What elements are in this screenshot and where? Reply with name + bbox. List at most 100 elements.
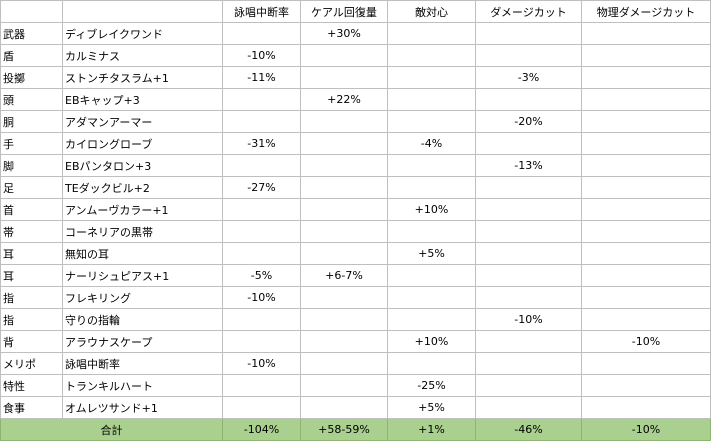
spell-interrupt-cell[interactable] — [222, 330, 301, 353]
spell-interrupt-cell[interactable]: -11% — [222, 66, 301, 89]
physical-damage-taken-cell[interactable] — [581, 374, 711, 397]
item-cell[interactable]: EBキャップ+3 — [62, 88, 223, 111]
enmity-cell[interactable] — [387, 176, 476, 199]
item-cell[interactable]: アンムーヴカラー+1 — [62, 198, 223, 221]
slot-cell[interactable]: 脚 — [0, 154, 63, 177]
spell-interrupt-cell[interactable]: -10% — [222, 44, 301, 67]
item-cell[interactable]: ナーリシュピアス+1 — [62, 264, 223, 287]
enmity-cell[interactable]: +5% — [387, 242, 476, 265]
physical-damage-taken-cell[interactable] — [581, 264, 711, 287]
physical-damage-taken-cell[interactable] — [581, 396, 711, 419]
enmity-cell[interactable] — [387, 352, 476, 375]
physical-damage-taken-cell[interactable] — [581, 22, 711, 45]
physical-damage-taken-cell[interactable] — [581, 176, 711, 199]
item-cell[interactable]: 無知の耳 — [62, 242, 223, 265]
slot-cell[interactable]: 指 — [0, 308, 63, 331]
cure-potency-cell[interactable] — [300, 110, 388, 133]
header-cell-physical-damage-taken[interactable]: 物理ダメージカット — [581, 0, 711, 23]
spell-interrupt-cell[interactable] — [222, 308, 301, 331]
slot-cell[interactable]: 食事 — [0, 396, 63, 419]
enmity-cell[interactable]: +10% — [387, 330, 476, 353]
cure-potency-cell[interactable]: +6-7% — [300, 264, 388, 287]
damage-taken-cell[interactable] — [475, 44, 582, 67]
damage-taken-cell[interactable] — [475, 132, 582, 155]
slot-cell[interactable]: 武器 — [0, 22, 63, 45]
spell-interrupt-cell[interactable]: -27% — [222, 176, 301, 199]
physical-damage-taken-cell[interactable] — [581, 66, 711, 89]
slot-cell[interactable]: 盾 — [0, 44, 63, 67]
physical-damage-taken-cell[interactable] — [581, 220, 711, 243]
slot-cell[interactable]: 耳 — [0, 242, 63, 265]
cure-potency-cell[interactable] — [300, 396, 388, 419]
cure-potency-cell[interactable] — [300, 154, 388, 177]
spell-interrupt-cell[interactable] — [222, 22, 301, 45]
enmity-cell[interactable] — [387, 110, 476, 133]
damage-taken-cell[interactable]: -20% — [475, 110, 582, 133]
total-label[interactable]: 合計 — [0, 418, 223, 441]
damage-taken-cell[interactable] — [475, 396, 582, 419]
cure-potency-cell[interactable] — [300, 352, 388, 375]
cure-potency-cell[interactable] — [300, 132, 388, 155]
header-cell-damage-taken[interactable]: ダメージカット — [475, 0, 582, 23]
physical-damage-taken-cell[interactable] — [581, 154, 711, 177]
total-cure-potency[interactable]: +58-59% — [300, 418, 388, 441]
slot-cell[interactable]: 首 — [0, 198, 63, 221]
item-cell[interactable]: フレキリング — [62, 286, 223, 309]
slot-cell[interactable]: 頭 — [0, 88, 63, 111]
enmity-cell[interactable] — [387, 66, 476, 89]
cure-potency-cell[interactable] — [300, 198, 388, 221]
enmity-cell[interactable] — [387, 154, 476, 177]
spell-interrupt-cell[interactable] — [222, 374, 301, 397]
damage-taken-cell[interactable] — [475, 242, 582, 265]
header-cell-cure-potency[interactable]: ケアル回復量 — [300, 0, 388, 23]
cure-potency-cell[interactable] — [300, 176, 388, 199]
item-cell[interactable]: EBパンタロン+3 — [62, 154, 223, 177]
cure-potency-cell[interactable] — [300, 330, 388, 353]
physical-damage-taken-cell[interactable] — [581, 110, 711, 133]
spell-interrupt-cell[interactable]: -31% — [222, 132, 301, 155]
cure-potency-cell[interactable] — [300, 44, 388, 67]
physical-damage-taken-cell[interactable] — [581, 286, 711, 309]
enmity-cell[interactable] — [387, 264, 476, 287]
slot-cell[interactable]: 投擲 — [0, 66, 63, 89]
item-cell[interactable]: アダマンアーマー — [62, 110, 223, 133]
item-cell[interactable]: カルミナス — [62, 44, 223, 67]
total-spell-interrupt[interactable]: -104% — [222, 418, 301, 441]
enmity-cell[interactable]: +5% — [387, 396, 476, 419]
spell-interrupt-cell[interactable] — [222, 88, 301, 111]
slot-cell[interactable]: 帯 — [0, 220, 63, 243]
slot-cell[interactable]: 手 — [0, 132, 63, 155]
damage-taken-cell[interactable] — [475, 22, 582, 45]
cure-potency-cell[interactable] — [300, 242, 388, 265]
enmity-cell[interactable] — [387, 308, 476, 331]
physical-damage-taken-cell[interactable] — [581, 132, 711, 155]
total-enmity[interactable]: +1% — [387, 418, 476, 441]
damage-taken-cell[interactable]: -10% — [475, 308, 582, 331]
item-cell[interactable]: ディブレイクワンド — [62, 22, 223, 45]
physical-damage-taken-cell[interactable] — [581, 198, 711, 221]
damage-taken-cell[interactable] — [475, 330, 582, 353]
cure-potency-cell[interactable] — [300, 66, 388, 89]
damage-taken-cell[interactable] — [475, 264, 582, 287]
cure-potency-cell[interactable] — [300, 308, 388, 331]
spell-interrupt-cell[interactable] — [222, 154, 301, 177]
slot-cell[interactable]: 胴 — [0, 110, 63, 133]
total-damage-taken[interactable]: -46% — [475, 418, 582, 441]
header-cell-slot[interactable] — [0, 0, 63, 23]
damage-taken-cell[interactable]: -3% — [475, 66, 582, 89]
item-cell[interactable]: オムレツサンド+1 — [62, 396, 223, 419]
damage-taken-cell[interactable] — [475, 220, 582, 243]
cure-potency-cell[interactable] — [300, 286, 388, 309]
spell-interrupt-cell[interactable] — [222, 396, 301, 419]
item-cell[interactable]: トランキルハート — [62, 374, 223, 397]
header-cell-spell-interrupt[interactable]: 詠唱中断率 — [222, 0, 301, 23]
damage-taken-cell[interactable] — [475, 88, 582, 111]
enmity-cell[interactable] — [387, 22, 476, 45]
physical-damage-taken-cell[interactable] — [581, 308, 711, 331]
item-cell[interactable]: コーネリアの黒帯 — [62, 220, 223, 243]
item-cell[interactable]: カイロングローブ — [62, 132, 223, 155]
spell-interrupt-cell[interactable]: -5% — [222, 264, 301, 287]
item-cell[interactable]: ストンチタスラム+1 — [62, 66, 223, 89]
damage-taken-cell[interactable]: -13% — [475, 154, 582, 177]
header-cell-item[interactable] — [62, 0, 223, 23]
